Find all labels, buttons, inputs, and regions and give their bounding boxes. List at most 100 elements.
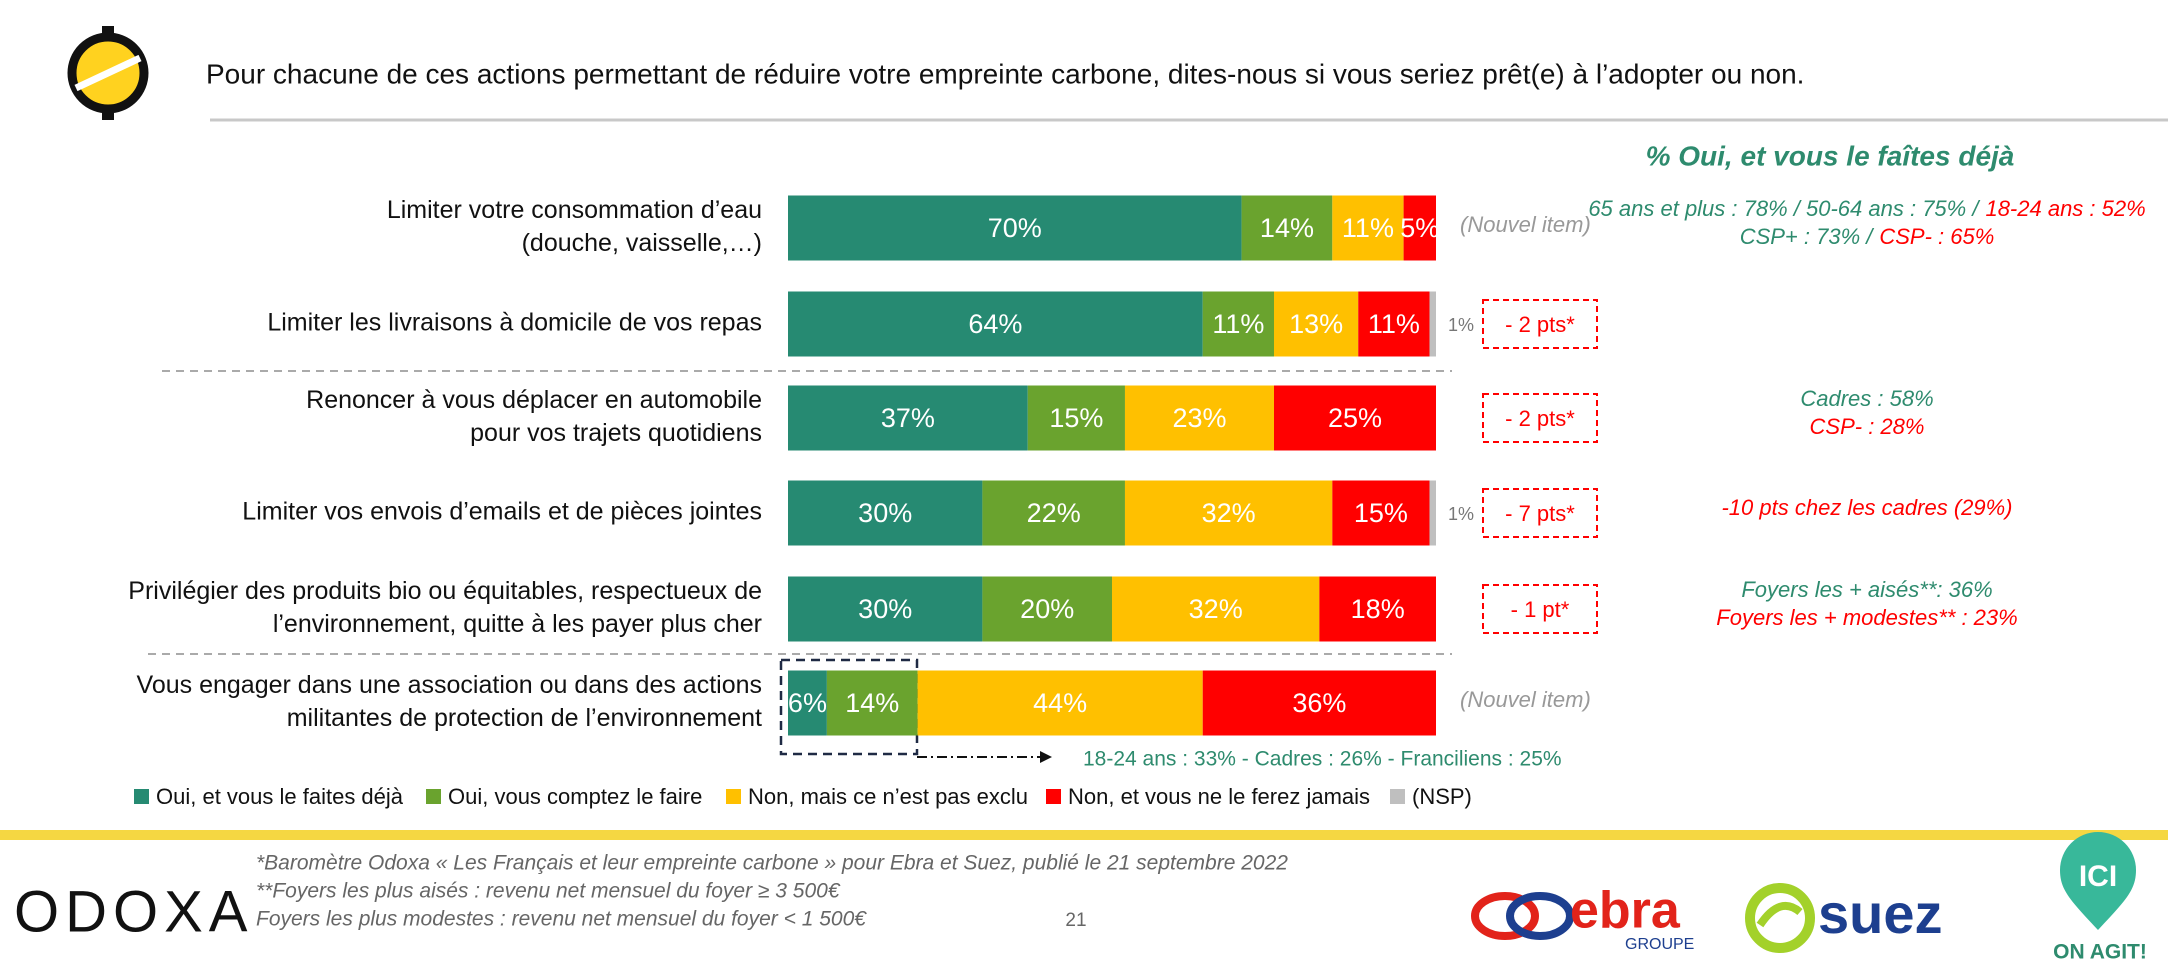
legend-label: Oui, et vous le faites déjà <box>156 784 404 809</box>
category-label: Privilégier des produits bio ou équitabl… <box>128 577 762 605</box>
arrow-head <box>1040 751 1052 763</box>
evolution: - 1 pt* <box>1511 597 1570 622</box>
value-label: 32% <box>1189 594 1243 624</box>
evolution-box <box>1482 393 1598 443</box>
value-label: 14% <box>845 688 899 718</box>
category-label: pour vos trajets quotidiens <box>470 419 762 447</box>
footnote: Foyers les plus modestes : revenu net me… <box>256 908 867 931</box>
value-label: 23% <box>1172 403 1226 433</box>
note-line: CSP- : 28% <box>1810 414 1925 439</box>
note-segment: CSP- : 28% <box>1810 414 1925 439</box>
note-line: Foyers les + modestes** : 23% <box>1716 605 2017 630</box>
note-segment: 18-24 ans : 52% <box>1985 196 2145 221</box>
category-label: Limiter votre consommation d’eau <box>387 196 762 224</box>
note-line: Foyers les + aisés**: 36% <box>1741 577 1992 602</box>
value-label: 30% <box>858 594 912 624</box>
value-label: 6% <box>788 688 827 718</box>
odoxa-icon-bottom <box>102 110 114 120</box>
bar-segment <box>788 385 1028 451</box>
ebra-logo: ebra GROUPE <box>1471 882 1694 953</box>
slide-title: Pour chacune de ces actions permettant d… <box>206 58 1804 89</box>
category-label: Limiter vos envois d’emails et de pièces… <box>242 498 762 526</box>
bar-segment <box>788 195 1242 261</box>
value-label: 18% <box>1351 594 1405 624</box>
ebra-mark <box>1506 892 1574 940</box>
category-label: l’environnement, quitte à les payer plus… <box>273 610 762 638</box>
suez-mark <box>1756 901 1803 928</box>
bar-segment <box>1358 291 1430 357</box>
value-label: 20% <box>1020 594 1074 624</box>
value-label: 44% <box>1033 688 1087 718</box>
bar-segment <box>1332 195 1404 261</box>
ebra-text: ebra <box>1570 882 1681 940</box>
bar-segment <box>826 670 918 736</box>
bar-segment <box>1124 480 1333 546</box>
suez-logo: suez <box>1745 882 1943 953</box>
bar-segment <box>982 480 1125 546</box>
evolution: - 2 pts* <box>1505 312 1575 337</box>
ici-text: ICI <box>2079 860 2117 893</box>
legend-swatch <box>426 789 441 804</box>
footnote: **Foyers les plus aisés : revenu net men… <box>256 880 841 903</box>
category-label: (douche, vaisselle,…) <box>522 229 762 257</box>
bar-segment <box>1274 385 1436 451</box>
bar-segment <box>788 291 1203 357</box>
bar-segment <box>1112 576 1320 642</box>
odoxa-logo: ODOXA <box>14 879 254 944</box>
value-label: 5% <box>1400 213 1439 243</box>
value-label: 1% <box>1448 315 1474 335</box>
bar-segment <box>1027 385 1125 451</box>
ici-pin <box>2060 832 2136 930</box>
value-label: 32% <box>1202 498 1256 528</box>
footnote: *Baromètre Odoxa « Les Français et leur … <box>256 852 1288 875</box>
notes-title: % Oui, et vous le faîtes déjà <box>1646 140 2015 171</box>
category-label: militantes de protection de l’environnem… <box>287 704 762 732</box>
bar-segment <box>1332 480 1430 546</box>
bar-segment <box>788 576 983 642</box>
evolution: - 2 pts* <box>1505 406 1575 431</box>
bar-segment <box>1403 195 1436 261</box>
note-line: 65 ans et plus : 78% / 50-64 ans : 75% /… <box>1588 196 2145 221</box>
value-label: 1% <box>1448 504 1474 524</box>
evolution-box <box>1482 488 1598 538</box>
bar-segment <box>788 480 983 546</box>
note-segment: 65 ans et plus : 78% / 50-64 ans : 75% / <box>1588 196 1980 221</box>
value-label: 11% <box>1212 309 1264 339</box>
note-line: CSP+ : 73% / CSP- : 65% <box>1740 224 1995 249</box>
legend-label: Non, et vous ne le ferez jamais <box>1068 784 1370 809</box>
bar-segment <box>1274 291 1359 357</box>
ici-logo: ICI ON AGIT! <box>2053 832 2147 964</box>
note-segment: -10 pts chez les cadres (29%) <box>1721 495 2012 520</box>
value-label: 30% <box>858 498 912 528</box>
legend-swatch <box>1390 789 1405 804</box>
evolution-box <box>1482 299 1598 349</box>
category-label: Renoncer à vous déplacer en automobile <box>306 386 762 414</box>
note-line: Cadres : 58% <box>1800 386 1933 411</box>
evolution: - 7 pts* <box>1505 501 1575 526</box>
note-line: -10 pts chez les cadres (29%) <box>1721 495 2012 520</box>
legend-swatch <box>726 789 741 804</box>
note-segment: CSP+ : 73% / <box>1740 224 1875 249</box>
legend-label: Non, mais ce n’est pas exclu <box>748 784 1028 809</box>
ebra-sub: GROUPE <box>1625 936 1694 953</box>
bar-segment <box>1202 670 1436 736</box>
bar-segment <box>982 576 1112 642</box>
value-label: 70% <box>988 213 1042 243</box>
value-label: 13% <box>1289 309 1343 339</box>
legend-label: Oui, vous comptez le faire <box>448 784 702 809</box>
note-segment: Cadres : 58% <box>1800 386 1933 411</box>
note-segment: CSP- : 65% <box>1879 224 1994 249</box>
bar-segment <box>1429 480 1436 546</box>
highlight-note: 18-24 ans : 33% - Cadres : 26% - Francil… <box>1083 748 1562 771</box>
category-label: Limiter les livraisons à domicile de vos… <box>267 309 762 337</box>
value-label: 37% <box>881 403 935 433</box>
bar-segment <box>1319 576 1436 642</box>
bar-segment <box>917 670 1203 736</box>
note-segment: Foyers les + aisés**: 36% <box>1741 577 1992 602</box>
legend-label: (NSP) <box>1412 784 1472 809</box>
value-label: 14% <box>1260 213 1314 243</box>
legend-swatch <box>1046 789 1061 804</box>
legend-swatch <box>134 789 149 804</box>
evolution: (Nouvel item) <box>1460 212 1591 237</box>
